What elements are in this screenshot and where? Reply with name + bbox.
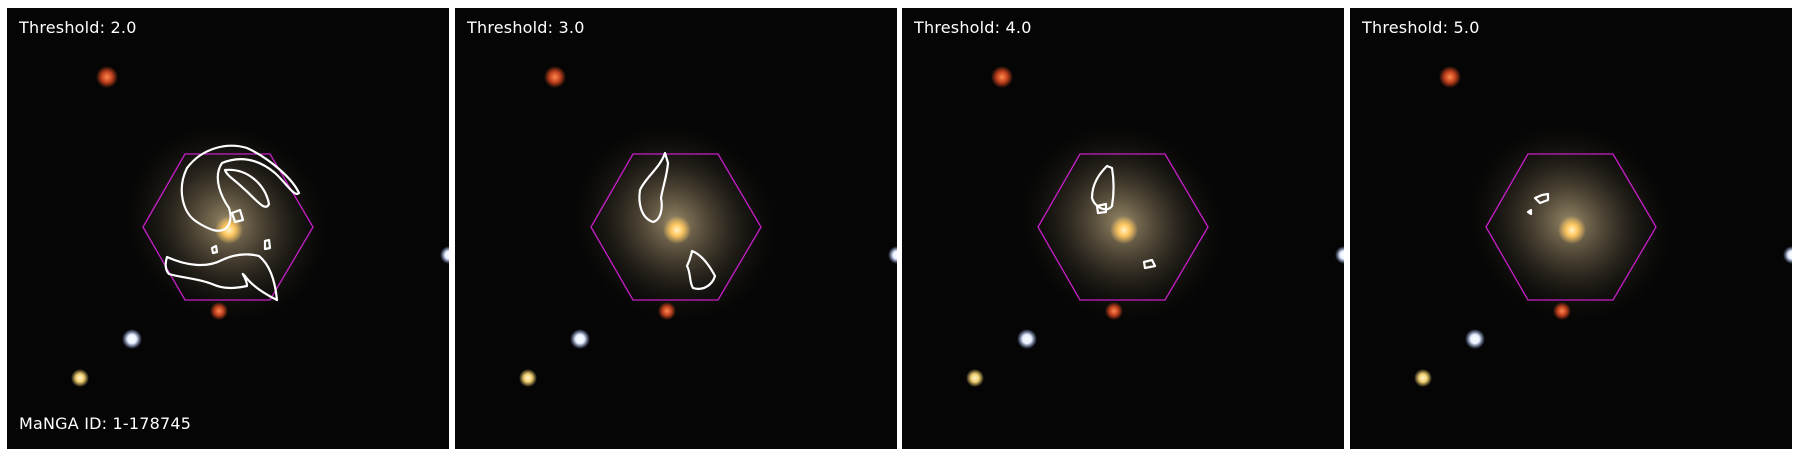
contour-lines [638,151,717,290]
ifu-hexagon [142,153,314,301]
ifu-hexagon [1485,153,1657,301]
star [1105,302,1123,320]
galaxy-image [455,8,897,449]
star [1439,66,1461,88]
star [440,246,449,264]
threshold-label: Threshold: 4.0 [914,18,1032,37]
ifu-hexagon [590,153,762,301]
star [888,246,897,264]
ifu-hexagon [1037,153,1209,301]
star [991,66,1013,88]
contour-lines [1090,164,1157,270]
star [519,369,537,387]
galaxy-image [902,8,1344,449]
star [544,66,566,88]
image-panel-threshold-2: Threshold: 2.0 MaNGA ID: 1-178745 [7,8,449,449]
star [71,369,89,387]
star [1553,302,1571,320]
star [1414,369,1432,387]
galaxy-image [1350,8,1792,449]
galaxy-core [215,216,243,244]
star [1335,246,1344,264]
threshold-label: Threshold: 2.0 [19,18,137,37]
star [210,302,228,320]
image-panel-threshold-4: Threshold: 4.0 [902,8,1344,449]
manga-id-label: MaNGA ID: 1-178745 [19,414,192,433]
image-panel-threshold-5: Threshold: 5.0 [1350,8,1792,449]
galaxy-image [7,8,449,449]
contour-lines [1526,192,1550,216]
contour-lines [164,144,301,302]
star [1783,246,1792,264]
galaxy-core [1558,216,1586,244]
star [570,329,590,349]
threshold-label: Threshold: 3.0 [467,18,585,37]
galaxy-core [1110,216,1138,244]
image-panel-threshold-3: Threshold: 3.0 [455,8,897,449]
star [96,66,118,88]
threshold-label: Threshold: 5.0 [1362,18,1480,37]
star [1017,329,1037,349]
star [1465,329,1485,349]
star [122,329,142,349]
star [966,369,984,387]
star [658,302,676,320]
galaxy-core [663,216,691,244]
